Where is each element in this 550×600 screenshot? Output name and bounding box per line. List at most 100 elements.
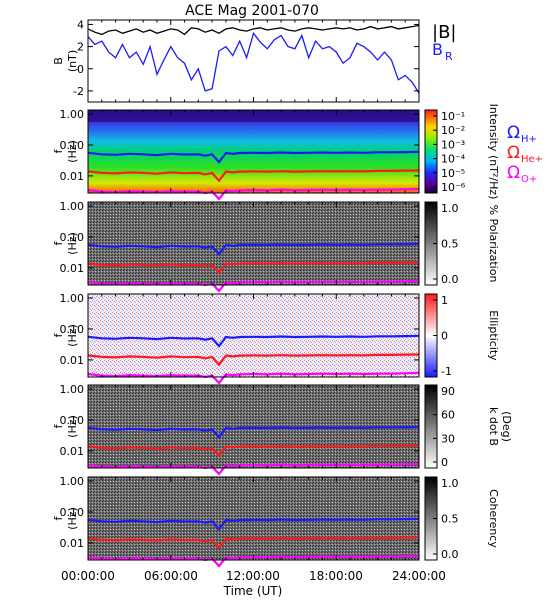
o-plus-gyro-line	[87, 187, 420, 201]
colorbar-tick-label: 10⁻³	[441, 138, 465, 151]
h-plus-gyro-line	[87, 242, 420, 256]
y-tick-label: -2	[73, 85, 84, 98]
colorbar-label: Intensity (nT²/Hz)	[487, 104, 500, 200]
y-axis-label: f	[52, 515, 65, 520]
legend-b-total: |B|	[432, 22, 456, 43]
y-tick-label: 0.01	[60, 537, 85, 550]
y-tick-label: 0.10	[60, 139, 85, 152]
he-plus-gyro-line	[87, 444, 420, 458]
colorbar	[424, 109, 438, 194]
y-tick-label: 0.10	[60, 414, 85, 427]
spectrogram-panel-2: 1.00 0.10 0.01 f (Hz) 1.0 0.5 0.0 % Polarization	[52, 200, 500, 293]
gyro-legend-ion: He+	[521, 154, 543, 165]
o-plus-gyro-line	[87, 462, 420, 476]
spectrogram-panel-5: 1.00 0.10 0.01 f (Hz) 1.0 0.5 0.0 Coherency	[52, 475, 500, 568]
legend-b-r-subscript: R	[445, 50, 453, 63]
colorbar-label: k dot B	[487, 407, 500, 446]
y-axis-label: f	[52, 148, 65, 153]
colorbar-tick-label: 0.5	[441, 513, 459, 526]
y-tick-label: 4	[77, 18, 84, 31]
colorbar-tick-label: 60	[441, 409, 455, 422]
y-axis-label-unit: (Hz)	[66, 232, 79, 255]
colorbar-label: % Polarization	[487, 205, 500, 283]
y-tick-label: 1.00	[60, 383, 85, 396]
colorbar-tick-label: 0.0	[441, 548, 459, 561]
colorbar-tick-label: 0.0	[441, 273, 459, 286]
spectrogram-panel-3: 1.00 0.10 0.01 f (Hz) 1 0 -1 Ellipticity	[52, 292, 500, 385]
y-tick-label: 1.00	[60, 292, 85, 305]
gyro-legend-omega: Ω	[507, 143, 520, 163]
colorbar-tick-label: 1	[441, 294, 448, 307]
o-plus-gyro-line	[87, 554, 420, 568]
y-tick-label: 0.10	[60, 231, 85, 244]
y-tick-label: 2	[77, 41, 84, 54]
spectrogram-panel-4: 1.00 0.10 0.01 f (Hz) 90 60 30 0 k dot B (Deg)	[52, 383, 513, 476]
y-axis-label-unit: (nT)	[66, 50, 79, 72]
spectrogram-image	[88, 294, 419, 377]
x-tick-label: 24:00:00	[392, 569, 446, 583]
y-tick-label: 0.01	[60, 445, 85, 458]
colorbar-tick-label: 10⁻⁴	[441, 153, 466, 166]
colorbar-tick-label: 1.0	[441, 477, 459, 490]
colorbar-tick-label: 10⁻²	[441, 124, 465, 137]
colorbar-tick-label: 30	[441, 432, 455, 445]
colorbar-label: Ellipticity	[487, 310, 500, 361]
y-tick-label: 1.00	[60, 200, 85, 213]
y-tick-label: 0.10	[60, 323, 85, 336]
o-plus-gyro-line	[87, 371, 420, 385]
y-tick-label: 1.00	[60, 475, 85, 488]
y-axis-label-unit: (Hz)	[66, 415, 79, 438]
colorbar-tick-label: 10⁻⁵	[441, 167, 465, 180]
y-tick-label: 0.01	[60, 262, 85, 275]
he-plus-gyro-line	[87, 169, 420, 183]
legend-b-r: B	[432, 40, 443, 59]
b-r-series-line	[87, 31, 420, 94]
colorbar-tick-label: 0.5	[441, 238, 459, 251]
o-plus-gyro-line	[87, 279, 420, 293]
colorbar-tick-label: 10⁻¹	[441, 110, 465, 123]
x-tick-label: 00:00:00	[61, 569, 115, 583]
y-axis-label: f	[52, 240, 65, 245]
colorbar-label-unit: (Deg)	[500, 411, 513, 442]
h-plus-gyro-line	[87, 425, 420, 439]
spectrogram-image	[88, 202, 419, 285]
colorbar-tick-label: -1	[441, 365, 452, 378]
colorbar-tick-label: 0	[441, 330, 448, 343]
y-tick-label: 0.01	[60, 170, 85, 183]
colorbar-tick-label: 90	[441, 385, 455, 398]
y-axis-label: B	[52, 57, 65, 65]
x-axis-label: Time (UT)	[223, 584, 283, 598]
he-plus-gyro-line	[87, 353, 420, 367]
colorbar-tick-label: 0	[441, 456, 448, 469]
figure-title: ACE Mag 2001-070	[185, 3, 319, 19]
he-plus-gyro-line	[87, 536, 420, 550]
y-tick-label: 0.10	[60, 506, 85, 519]
gyro-legend-ion: O+	[521, 174, 537, 185]
b-field-panel: 420-2B (nT)|B|B R	[52, 18, 456, 103]
x-tick-label: 18:00:00	[309, 569, 363, 583]
y-axis-label: f	[52, 332, 65, 337]
h-plus-gyro-line	[87, 517, 420, 531]
colorbar-tick-label: 1.0	[441, 202, 459, 215]
h-plus-gyro-line	[87, 334, 420, 348]
y-axis-label-unit: (Hz)	[66, 507, 79, 530]
spectrogram-image	[88, 477, 419, 560]
y-axis-label: f	[52, 423, 65, 428]
y-tick-label: 0.01	[60, 354, 85, 367]
x-axis-labels: 00:00:00 06:00:00 12:00:00 18:00:00 24:0…	[61, 569, 446, 598]
y-axis-label-unit: (Hz)	[66, 140, 79, 163]
x-tick-label: 12:00:00	[226, 569, 280, 583]
x-tick-label: 06:00:00	[144, 569, 198, 583]
spectrogram-panel-1: 1.00 0.10 0.01 f (Hz) 10⁻¹10⁻²10⁻³ 10⁻⁴10⁻⁵10⁻…	[52, 104, 543, 201]
gyro-legend-ion: H+	[521, 134, 537, 145]
he-plus-gyro-line	[87, 261, 420, 275]
b-total-series-line	[87, 24, 420, 36]
spectrogram-image	[88, 385, 419, 468]
colorbar	[424, 384, 438, 469]
spectrogram-image	[88, 110, 419, 193]
gyro-legend-omega: Ω	[507, 123, 520, 143]
colorbar-tick-label: 10⁻⁶	[441, 181, 466, 194]
gyro-legend-omega: Ω	[507, 163, 520, 183]
h-plus-gyro-line	[87, 150, 420, 164]
